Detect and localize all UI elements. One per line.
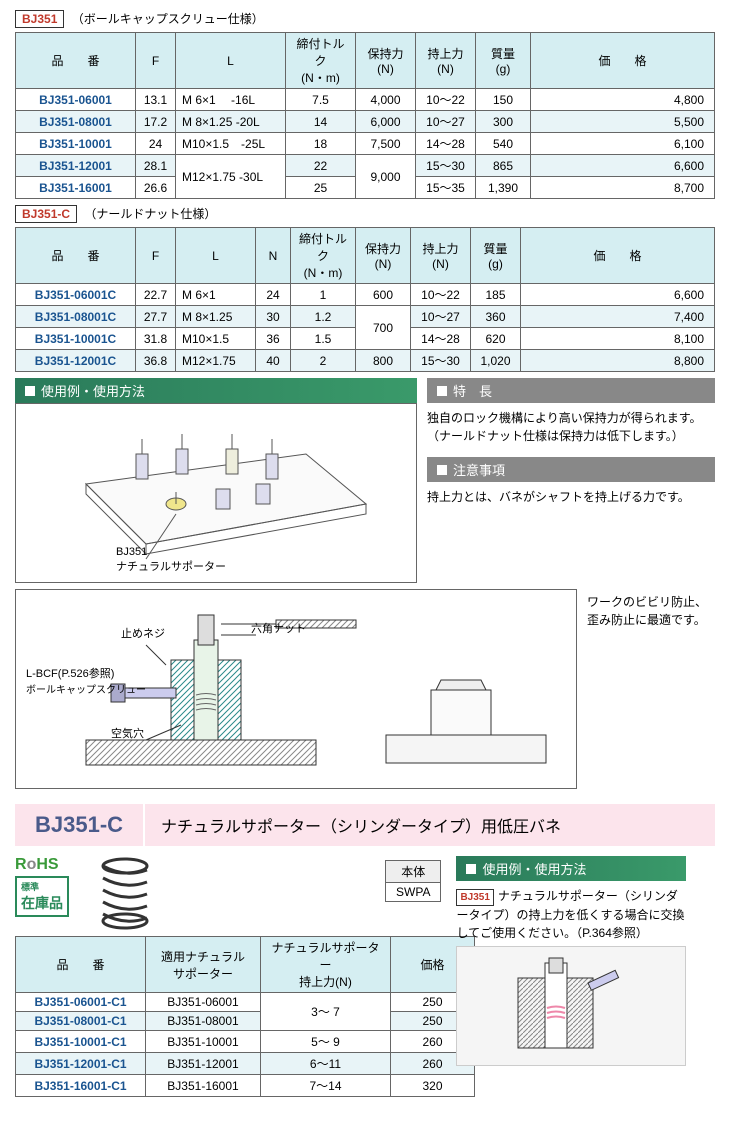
table-row: BJ351-12001-C1BJ351-120016～11260 bbox=[16, 1053, 475, 1075]
table1-header-row: 品 番 F L 締付トルク (N・m) 保持力 (N) 持上力 (N) 質量 (… bbox=[16, 33, 715, 89]
usage2-text: BJ351ナチュラルサポーター（シリンダータイプ）の持上力を低くする場合に交換し… bbox=[456, 887, 686, 942]
th-l: L bbox=[176, 33, 286, 89]
hexnut-label: 六角ナット bbox=[251, 620, 306, 636]
table1-title: BJ351 （ボールキャップスクリュー仕様） bbox=[15, 10, 715, 28]
table2-title: BJ351-C （ナールドナット仕様） bbox=[15, 205, 715, 223]
th-lift: 持上力 (N) bbox=[416, 33, 476, 89]
table2-subtitle: （ナールドナット仕様） bbox=[84, 207, 216, 221]
table-row: BJ351-12001C36.8M12×1.7540280015～301,020… bbox=[16, 350, 715, 372]
th-f: F bbox=[136, 33, 176, 89]
product2-code: BJ351-C bbox=[15, 804, 145, 846]
swpa-table: 本体 SWPA bbox=[385, 860, 441, 902]
th-price: 価 格 bbox=[531, 33, 715, 89]
rohs-label: RoHS bbox=[15, 856, 80, 874]
table-row: BJ351-06001C22.7M 6×124160010～221856,600 bbox=[16, 284, 715, 306]
diagram1-label2: ナチュラルサポーター bbox=[116, 561, 226, 573]
table3-header-row: 品 番 適用ナチュラル サポーター ナチュラルサポーター 持上力(N) 価格 bbox=[16, 937, 475, 993]
th-mass: 質量 (g) bbox=[476, 33, 531, 89]
table-row: BJ351-1200128.1M12×1.75 -30L229,00015～30… bbox=[16, 155, 715, 177]
table1-subtitle: （ボールキャップスクリュー仕様） bbox=[72, 12, 264, 26]
table-row: BJ351-08001-C1BJ351-08001250 bbox=[16, 1012, 475, 1031]
usage2-header: 使用例・使用方法 bbox=[456, 856, 686, 881]
table2-code: BJ351-C bbox=[15, 205, 77, 223]
usage-header: 使用例・使用方法 bbox=[15, 378, 417, 403]
features-text: 独自のロック機構により高い保持力が得られます。 （ナールドナット仕様は保持力は低… bbox=[427, 409, 715, 445]
th-part: 品 番 bbox=[16, 33, 136, 89]
lbcf-label: L-BCF(P.526参照) bbox=[26, 668, 114, 680]
usage2-diagram-icon bbox=[463, 953, 663, 1058]
features-header: 特 長 bbox=[427, 378, 715, 403]
table-row: BJ351-1000124M10×1.5 -25L187,50014～28540… bbox=[16, 133, 715, 155]
table2-header-row: 品 番 F L N 締付トルク (N・m) 保持力 (N) 持上力 (N) 質量… bbox=[16, 228, 715, 284]
cross-section-diagram: L-BCF(P.526参照) ボールキャップスクリュー 止めネジ 六角ナット 空… bbox=[15, 589, 577, 789]
table-row: BJ351-10001-C1BJ351-100015～ 9260 bbox=[16, 1031, 475, 1053]
table-row: BJ351-06001-C1BJ351-060013～ 7250 bbox=[16, 993, 475, 1012]
table1: 品 番 F L 締付トルク (N・m) 保持力 (N) 持上力 (N) 質量 (… bbox=[15, 32, 715, 199]
product2-header: BJ351-C ナチュラルサポーター（シリンダータイプ）用低圧バネ bbox=[15, 804, 715, 846]
zaikohin-badge: 標準 在庫品 bbox=[15, 876, 69, 917]
ballcap-label: ボールキャップスクリュー bbox=[26, 685, 146, 696]
usage-diagram: BJ351 ナチュラルサポーター bbox=[15, 403, 417, 583]
diagram1-label1: BJ351 bbox=[116, 546, 147, 558]
table-row: BJ351-0800117.2M 8×1.25 -20L146,00010～27… bbox=[16, 111, 715, 133]
spring-icon bbox=[95, 856, 155, 931]
caution-text: 持上力とは、バネがシャフトを持上げる力です。 bbox=[427, 488, 715, 506]
table-row: BJ351-0600113.1M 6×1 -16L7.54,00010～2215… bbox=[16, 89, 715, 111]
usage2-block: 使用例・使用方法 BJ351ナチュラルサポーター（シリンダータイプ）の持上力を低… bbox=[456, 856, 686, 1066]
th-torque: 締付トルク (N・m) bbox=[286, 33, 356, 89]
rohs-badge-group: RoHS 標準 在庫品 bbox=[15, 856, 80, 917]
table3: 品 番 適用ナチュラル サポーター ナチュラルサポーター 持上力(N) 価格 B… bbox=[15, 936, 475, 1097]
table1-code: BJ351 bbox=[15, 10, 64, 28]
caution-header: 注意事項 bbox=[427, 457, 715, 482]
usage2-diagram bbox=[456, 946, 686, 1066]
table-row: BJ351-16001-C1BJ351-160017～14320 bbox=[16, 1075, 475, 1097]
product2-title: ナチュラルサポーター（シリンダータイプ）用低圧バネ bbox=[145, 804, 715, 846]
stopscrew-label: 止めネジ bbox=[121, 625, 165, 641]
swpa-header: 本体 bbox=[386, 861, 441, 883]
table-row: BJ351-08001C27.7M 8×1.25301.270010～27360… bbox=[16, 306, 715, 328]
table2: 品 番 F L N 締付トルク (N・m) 保持力 (N) 持上力 (N) 質量… bbox=[15, 227, 715, 372]
th-hold: 保持力 (N) bbox=[356, 33, 416, 89]
swpa-value: SWPA bbox=[386, 883, 441, 902]
airhole-label: 空気穴 bbox=[111, 725, 144, 741]
diagram2-sidenote: ワークのビビリ防止、 歪み防止に最適です。 bbox=[587, 593, 707, 789]
